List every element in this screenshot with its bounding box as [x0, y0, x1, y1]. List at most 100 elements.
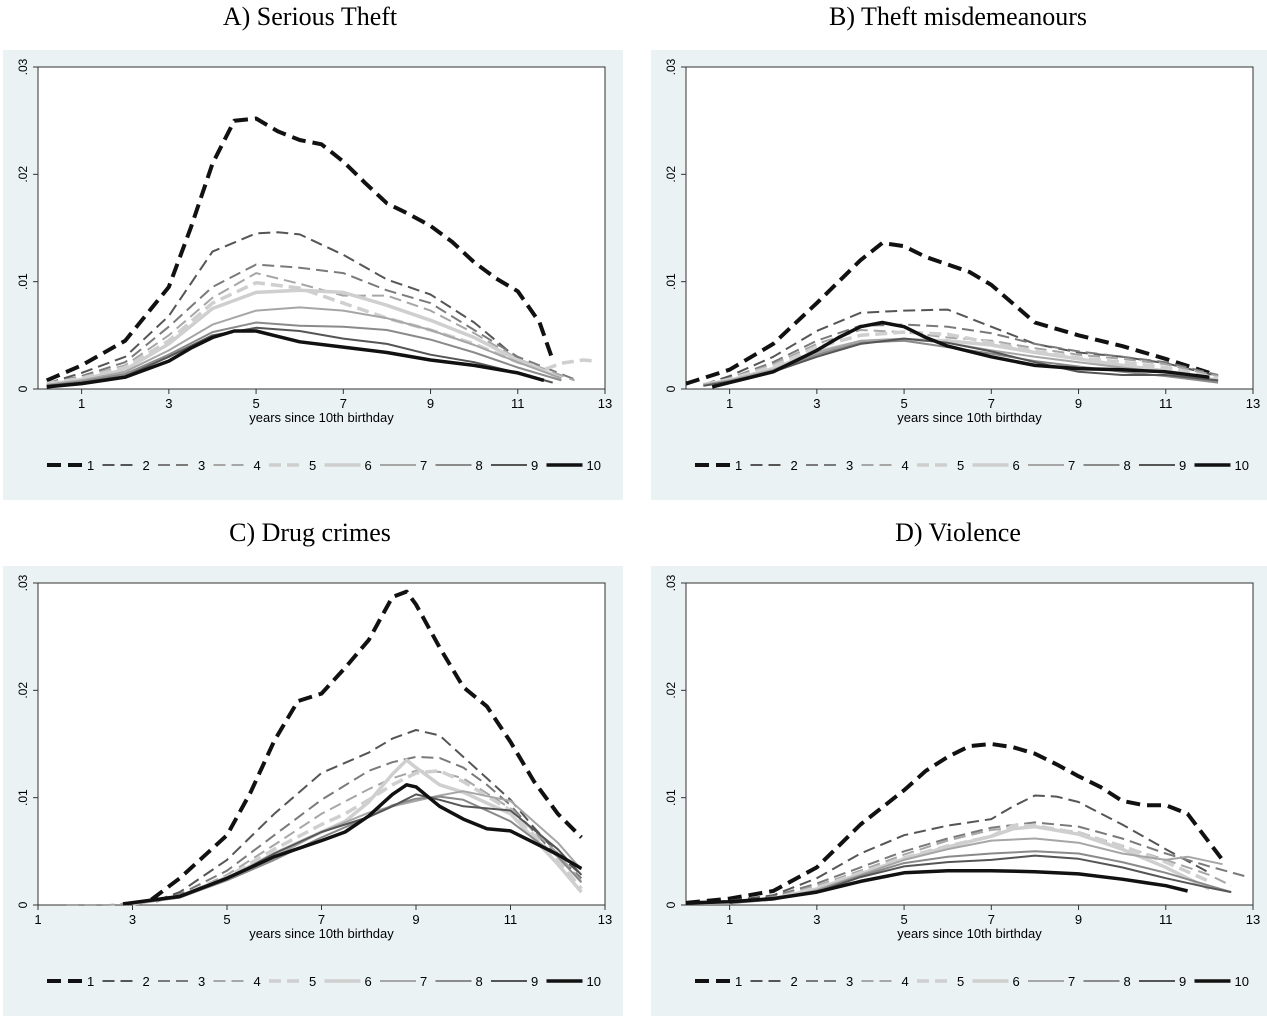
x-tick-label: 9: [412, 912, 419, 927]
legend-label-6: 6: [1013, 974, 1020, 989]
x-tick-label: 3: [129, 912, 136, 927]
legend-label-10: 10: [1235, 458, 1249, 473]
y-tick-label: .03: [16, 574, 30, 591]
series-line-6: [703, 337, 1219, 387]
series-line-3: [703, 323, 1219, 386]
legend-label-2: 2: [143, 458, 150, 473]
legend-label-2: 2: [791, 458, 798, 473]
legend-label-8: 8: [476, 458, 483, 473]
x-tick-label: 9: [1075, 912, 1082, 927]
series-line-5: [46, 280, 597, 386]
y-tick-label: .01: [16, 789, 30, 806]
series-line-4: [703, 329, 1219, 386]
plot-area: [685, 582, 1254, 906]
x-tick-label: 13: [598, 396, 612, 411]
series-line-3: [729, 821, 1245, 904]
panel-title-c: C) Drug crimes: [229, 518, 391, 547]
y-tick-label: 0: [664, 385, 678, 392]
x-tick-label: 13: [1246, 912, 1260, 927]
y-tick-label: .02: [664, 166, 678, 183]
legend-label-2: 2: [791, 974, 798, 989]
legend-label-6: 6: [365, 974, 372, 989]
legend-label-4: 4: [902, 974, 909, 989]
x-tick-label: 1: [34, 912, 41, 927]
y-tick-label: .01: [664, 273, 678, 290]
x-tick-label: 7: [988, 396, 995, 411]
legend-label-1: 1: [735, 458, 742, 473]
y-tick-label: 0: [16, 901, 30, 908]
legend-label-3: 3: [198, 974, 205, 989]
series-line-2: [712, 794, 1210, 904]
legend-label-8: 8: [1124, 458, 1131, 473]
legend-label-5: 5: [309, 458, 316, 473]
x-tick-label: 7: [988, 912, 995, 927]
legend-label-5: 5: [309, 974, 316, 989]
legend-label-4: 4: [254, 458, 261, 473]
x-tick-label: 11: [504, 912, 518, 927]
panel-title-b: B) Theft misdemeanours: [828, 2, 1088, 31]
series-line-4: [46, 272, 575, 385]
legend-label-8: 8: [476, 974, 483, 989]
panel-title-d: D) Violence: [895, 518, 1021, 547]
series-line-8: [46, 321, 562, 387]
chart-panel-d: 0.01.02.03 1 3 5 7 9 11 13 years since 10th birt…: [651, 566, 1267, 1016]
legend-label-5: 5: [957, 458, 964, 473]
legend-label-9: 9: [531, 458, 538, 473]
series-line-10: [685, 868, 1189, 905]
x-tick-label: 3: [813, 912, 820, 927]
plot-area: [37, 582, 606, 906]
legend-label-10: 10: [587, 974, 601, 989]
legend-label-7: 7: [1068, 974, 1075, 989]
series-line-2: [155, 729, 583, 902]
y-tick-label: .03: [16, 58, 30, 75]
legend-label-8: 8: [1124, 974, 1131, 989]
x-tick-label: 3: [165, 396, 172, 411]
series-line-1: [685, 241, 1211, 386]
x-tick-label: 9: [1075, 396, 1082, 411]
legend-label-4: 4: [254, 974, 261, 989]
series-line-3: [46, 263, 575, 385]
legend-label-4: 4: [902, 458, 909, 473]
x-tick-label: 3: [813, 396, 820, 411]
chart-panel-a: 0.01.02.03 1 3 5 7 9 11 13 years since 10th birt…: [3, 50, 623, 500]
series-line-10: [46, 329, 545, 389]
series-line-10: [122, 783, 583, 906]
y-tick-label: 0: [16, 385, 30, 392]
series-line-6: [729, 824, 1211, 905]
x-tick-label: 7: [318, 912, 325, 927]
legend-label-5: 5: [957, 974, 964, 989]
chart-panel-c: 0.01.02.03 1 3 5 7 9 11 13 years since 10th birt…: [3, 566, 623, 1016]
x-axis-label: years since 10th birthday: [897, 926, 1042, 941]
legend-label-2: 2: [143, 974, 150, 989]
legend-label-7: 7: [420, 458, 427, 473]
legend-label-1: 1: [87, 458, 94, 473]
legend-label-10: 10: [587, 458, 601, 473]
series-line-1: [685, 742, 1225, 905]
x-tick-label: 5: [900, 912, 907, 927]
y-tick-label: 0: [664, 901, 678, 908]
x-axis-label: years since 10th birthday: [249, 410, 394, 425]
legend-label-9: 9: [531, 974, 538, 989]
x-tick-label: 11: [511, 396, 525, 411]
x-tick-label: 11: [1159, 912, 1173, 927]
panel-title-a: A) Serious Theft: [222, 2, 398, 31]
series-line-7: [46, 306, 562, 386]
legend-label-3: 3: [846, 458, 853, 473]
series-line-6: [46, 288, 563, 387]
series-line-1: [45, 116, 555, 383]
legend-label-1: 1: [87, 974, 94, 989]
x-tick-label: 1: [78, 396, 85, 411]
x-tick-label: 5: [223, 912, 230, 927]
x-tick-label: 5: [252, 396, 259, 411]
legend-label-7: 7: [420, 974, 427, 989]
x-axis-label: years since 10th birthday: [249, 926, 394, 941]
y-tick-label: .02: [16, 166, 30, 183]
y-tick-label: .02: [16, 682, 30, 699]
legend-label-6: 6: [1013, 458, 1020, 473]
series-line-5: [703, 330, 1219, 387]
legend-label-10: 10: [1235, 974, 1249, 989]
